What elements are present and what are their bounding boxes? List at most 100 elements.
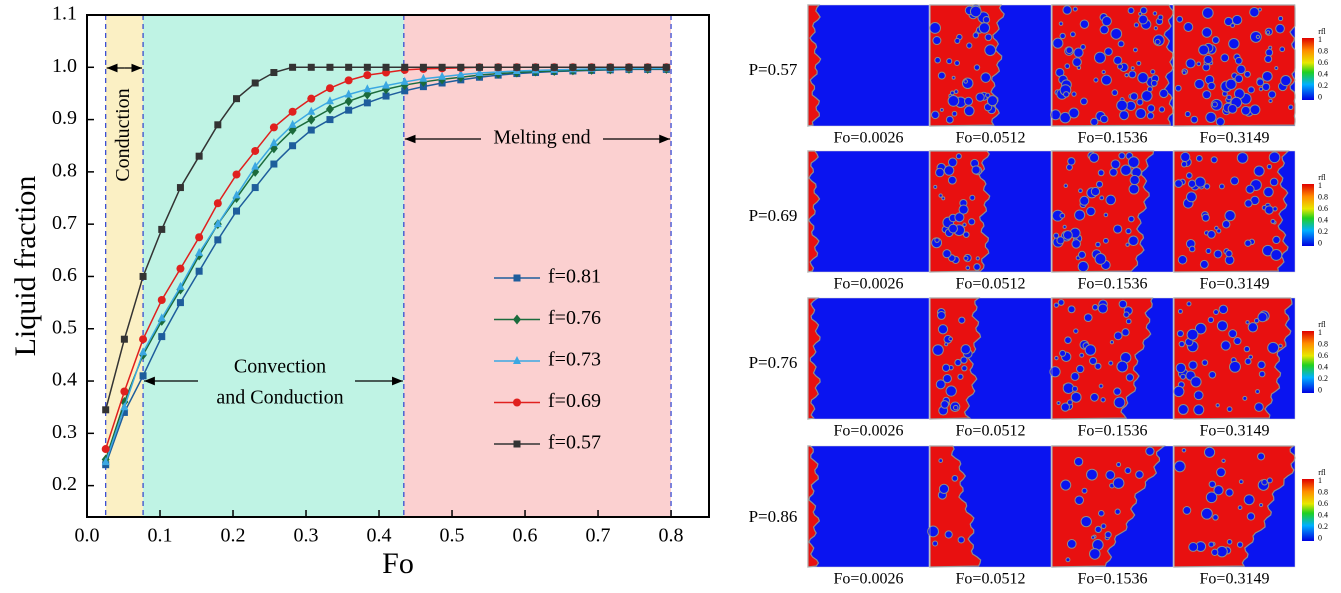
solid-pore	[958, 204, 969, 215]
solid-pore	[1207, 230, 1216, 239]
data-point	[438, 63, 446, 71]
solid-pore	[957, 536, 965, 544]
solid-pore	[1173, 460, 1186, 473]
solid-pore	[932, 540, 939, 547]
colorbar-label: 0	[1318, 92, 1322, 101]
data-point	[345, 106, 353, 114]
solid-pore	[954, 358, 962, 367]
data-point	[157, 313, 166, 322]
solid-pore	[938, 193, 943, 198]
simulation-image	[1173, 445, 1296, 568]
solid-pore	[1079, 19, 1090, 29]
data-point	[569, 63, 577, 71]
solid-pore	[1213, 309, 1220, 316]
image-caption: Fo=0.0512	[956, 130, 1026, 147]
solid-pore	[951, 110, 958, 117]
solid-pore	[1183, 22, 1194, 32]
image-caption: Fo=0.3149	[1200, 276, 1270, 293]
solid-pore	[1150, 69, 1156, 75]
solid-pore	[1255, 389, 1260, 394]
solid-pore	[940, 400, 949, 409]
solid-pore	[1123, 311, 1130, 318]
solid-pore	[1081, 487, 1088, 494]
solid-pore	[935, 167, 945, 178]
solid-pore	[1079, 195, 1090, 206]
data-point	[494, 63, 502, 71]
solid-pore	[1240, 105, 1251, 116]
solid-pore	[962, 231, 970, 238]
legend: f=0.81 f=0.76 f=0.73 f=0.69 f=0.57	[494, 266, 601, 454]
data-point	[101, 457, 110, 466]
solid-pore	[1267, 341, 1280, 354]
solid-pore	[1095, 180, 1104, 188]
solid-pore	[1097, 169, 1105, 177]
data-point	[307, 63, 315, 71]
data-point	[456, 69, 465, 78]
solid-pore	[957, 373, 964, 380]
solid-pore	[1125, 242, 1130, 247]
solid-pore	[1077, 250, 1087, 259]
solid-pore	[1066, 399, 1073, 406]
solid-pore	[1074, 209, 1086, 221]
colorbar-label: 0.6	[1318, 351, 1328, 360]
solid-pore	[1236, 541, 1244, 548]
solid-pore	[980, 72, 992, 83]
data-point	[325, 96, 334, 105]
solid-pore	[1113, 224, 1123, 234]
solid-pore	[1190, 115, 1199, 124]
solid-pore	[949, 90, 955, 96]
legend-label: f=0.76	[548, 307, 601, 329]
solid-pore	[1177, 308, 1183, 314]
row-label: P=0.86	[749, 507, 798, 526]
image-border	[1051, 445, 1174, 568]
solid-pore	[1244, 239, 1252, 247]
solid-pore	[1070, 371, 1080, 381]
solid-pore	[1211, 36, 1220, 44]
colorbar-label: 0.2	[1318, 522, 1328, 531]
solid-pore	[1128, 235, 1139, 247]
data-point	[195, 152, 203, 160]
solid-pore	[1124, 467, 1132, 475]
solid-pore	[1069, 31, 1076, 38]
solid-pore	[1068, 107, 1080, 119]
data-point	[307, 126, 315, 134]
solid-pore	[1199, 259, 1209, 269]
solid-pore	[961, 365, 968, 372]
data-point	[363, 84, 372, 93]
solid-pore	[1100, 523, 1107, 529]
data-point	[363, 99, 371, 107]
solid-pore	[1067, 157, 1076, 166]
solid-pore	[1205, 491, 1218, 504]
solid-pore	[1185, 191, 1197, 203]
solid-pore	[1127, 156, 1140, 169]
data-point	[326, 63, 334, 71]
solid-pore	[1059, 32, 1066, 40]
solid-pore	[1175, 362, 1187, 374]
solid-pore	[1104, 47, 1113, 56]
solid-pore	[1094, 525, 1102, 534]
solid-pore	[1244, 199, 1253, 208]
data-point	[176, 264, 185, 273]
y-tick-label: 0.3	[52, 421, 77, 443]
solid-pore	[1236, 152, 1249, 164]
data-point	[251, 184, 259, 192]
solid-pore	[1181, 70, 1187, 75]
solid-pore	[1054, 355, 1059, 361]
solid-pore	[972, 32, 979, 39]
solid-pore	[1097, 303, 1108, 314]
solid-pore	[1064, 336, 1072, 344]
colorbar-label: 0.2	[1318, 81, 1328, 90]
data-point	[214, 236, 222, 244]
liquid-region	[807, 150, 821, 273]
data-point	[120, 408, 128, 416]
x-tick-label: 0.8	[659, 525, 684, 547]
data-point	[139, 372, 147, 380]
solid-pore	[1130, 66, 1135, 71]
data-point	[232, 190, 241, 199]
solid-pore	[1153, 26, 1158, 31]
solid-pore	[1109, 340, 1115, 345]
solid-pore	[1136, 98, 1144, 106]
solid-pore	[1188, 360, 1198, 370]
y-tick-label: 0.9	[52, 107, 77, 129]
solid-pore	[1059, 212, 1066, 219]
